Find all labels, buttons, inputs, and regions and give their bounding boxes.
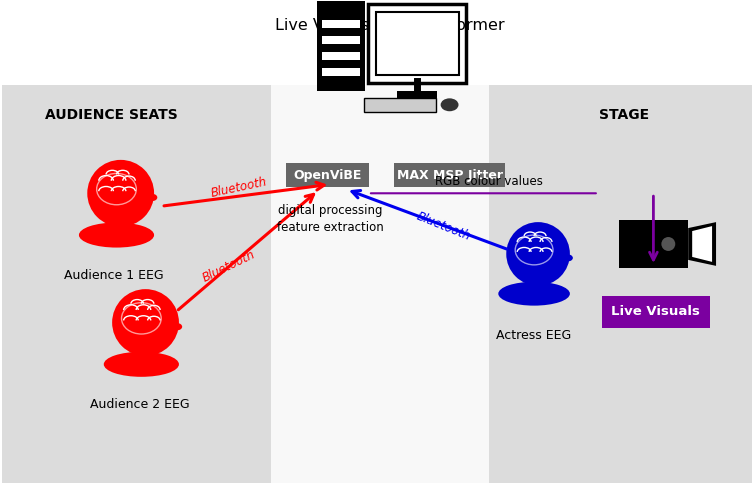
Text: STAGE: STAGE xyxy=(599,108,648,122)
Circle shape xyxy=(112,289,179,356)
FancyBboxPatch shape xyxy=(271,85,489,483)
FancyBboxPatch shape xyxy=(368,4,467,83)
Ellipse shape xyxy=(147,194,158,201)
Text: AUDIENCE SEATS: AUDIENCE SEATS xyxy=(45,108,178,122)
Circle shape xyxy=(87,160,154,227)
Ellipse shape xyxy=(107,197,139,227)
Ellipse shape xyxy=(104,352,179,377)
FancyBboxPatch shape xyxy=(112,212,131,237)
Text: Live Visuals: Live Visuals xyxy=(611,305,700,318)
Text: Actress EEG: Actress EEG xyxy=(496,329,572,342)
Ellipse shape xyxy=(440,98,458,111)
Text: Bluetooth: Bluetooth xyxy=(210,175,268,199)
Ellipse shape xyxy=(79,223,154,248)
Text: Audience 2 EEG: Audience 2 EEG xyxy=(90,398,189,411)
Text: digital processing
feature extraction: digital processing feature extraction xyxy=(277,204,384,234)
FancyBboxPatch shape xyxy=(322,36,360,44)
Ellipse shape xyxy=(525,258,555,286)
FancyBboxPatch shape xyxy=(322,68,360,76)
Text: OpenViBE: OpenViBE xyxy=(293,169,361,182)
Ellipse shape xyxy=(132,327,164,356)
FancyBboxPatch shape xyxy=(322,20,360,28)
Ellipse shape xyxy=(172,323,182,331)
FancyBboxPatch shape xyxy=(489,85,752,483)
Circle shape xyxy=(661,237,676,251)
Ellipse shape xyxy=(498,282,570,305)
FancyBboxPatch shape xyxy=(602,296,710,328)
FancyBboxPatch shape xyxy=(322,52,360,60)
FancyBboxPatch shape xyxy=(2,85,271,483)
Text: RGB colour values: RGB colour values xyxy=(435,175,544,188)
FancyBboxPatch shape xyxy=(618,220,688,268)
Circle shape xyxy=(506,222,570,286)
FancyBboxPatch shape xyxy=(286,164,369,187)
FancyBboxPatch shape xyxy=(394,164,505,187)
FancyBboxPatch shape xyxy=(376,12,458,75)
FancyBboxPatch shape xyxy=(317,1,365,91)
Ellipse shape xyxy=(563,255,573,261)
Polygon shape xyxy=(692,226,712,262)
Polygon shape xyxy=(688,222,716,266)
FancyBboxPatch shape xyxy=(530,272,548,296)
FancyBboxPatch shape xyxy=(137,341,156,366)
Text: Audience 1 EEG: Audience 1 EEG xyxy=(63,269,164,282)
Text: Bluetooth: Bluetooth xyxy=(415,210,473,243)
FancyBboxPatch shape xyxy=(364,98,436,112)
Text: Live Visuals & BCI performer: Live Visuals & BCI performer xyxy=(275,18,504,33)
FancyBboxPatch shape xyxy=(397,91,437,101)
Text: MAX MSP Jitter: MAX MSP Jitter xyxy=(397,169,503,182)
Text: Bluetooth: Bluetooth xyxy=(201,247,257,284)
